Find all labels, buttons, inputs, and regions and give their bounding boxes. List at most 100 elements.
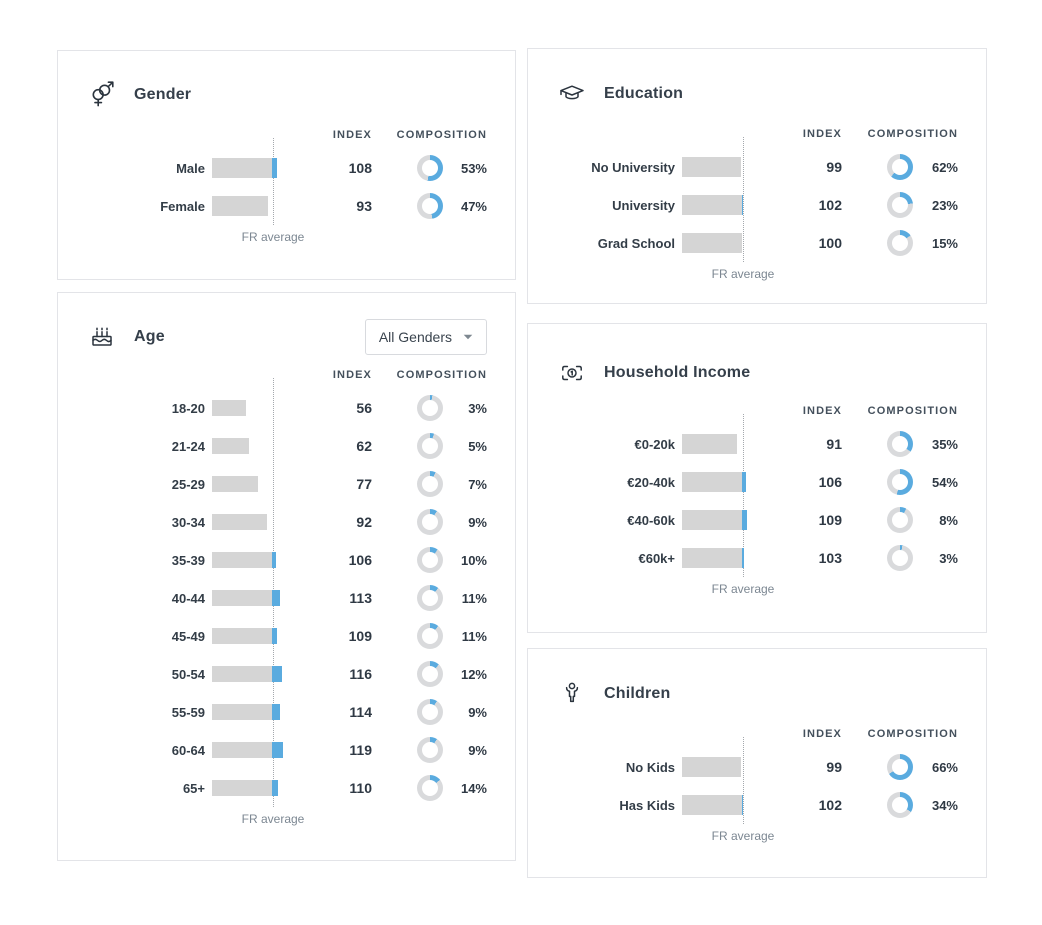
- index-value: 109: [818, 512, 842, 528]
- index-value: 91: [826, 436, 842, 452]
- index-bar: [682, 795, 798, 815]
- composition-cell: 66%: [842, 754, 958, 780]
- index-bar-base: [682, 233, 742, 253]
- composition-value: 34%: [931, 797, 958, 813]
- index-bar-base: [682, 795, 742, 815]
- row-label: €0-20k: [634, 436, 675, 452]
- composition-cell: 3%: [372, 395, 487, 421]
- index-bar-over-average: [742, 195, 744, 215]
- index-bar: [682, 472, 798, 492]
- demographic-row: €40-60k 109 8%: [528, 501, 986, 539]
- composition-donut: [887, 507, 913, 533]
- index-bar: [212, 514, 328, 530]
- index-value: 93: [356, 198, 372, 214]
- composition-cell: 14%: [372, 775, 487, 801]
- composition-cell: 23%: [842, 192, 958, 218]
- composition-donut: [887, 154, 913, 180]
- index-bar: [682, 548, 798, 568]
- index-value: 108: [348, 160, 372, 176]
- composition-cell: 15%: [842, 230, 958, 256]
- composition-donut: [887, 469, 913, 495]
- index-bar: [682, 434, 798, 454]
- card-title: Age: [134, 328, 165, 345]
- demographic-row: University 102 23%: [528, 186, 986, 224]
- index-bar: [212, 552, 328, 568]
- birthday-cake-icon: [88, 323, 116, 351]
- average-label: FR average: [711, 267, 775, 281]
- row-label: 40-44: [171, 590, 205, 606]
- row-label: 18-20: [171, 400, 205, 416]
- index-bar-over-average: [272, 704, 281, 720]
- average-baseline: [743, 414, 744, 577]
- index-bar-base: [212, 704, 272, 720]
- composition-value: 7%: [468, 476, 487, 492]
- rows: €0-20k 91 35% €20-40k 106 54% €40-60k: [528, 414, 986, 577]
- index-bar-over-average: [272, 590, 280, 606]
- composition-column-header: COMPOSITION: [867, 405, 958, 417]
- index-value: 99: [826, 759, 842, 775]
- composition-column-header: COMPOSITION: [867, 728, 958, 740]
- composition-value: 5%: [468, 438, 487, 454]
- index-value: 92: [356, 514, 372, 530]
- index-bar-over-average: [742, 472, 746, 492]
- index-bar-over-average: [272, 666, 282, 682]
- composition-value: 9%: [468, 704, 487, 720]
- demographic-row: €20-40k 106 54%: [528, 463, 986, 501]
- row-label: €60k+: [638, 550, 675, 566]
- card-header: Household Income: [528, 324, 986, 387]
- composition-value: 62%: [931, 159, 958, 175]
- row-label: 65+: [182, 780, 205, 796]
- row-label: 35-39: [171, 552, 205, 568]
- household-income-card: Household Income INDEX COMPOSITION €0-20…: [527, 323, 987, 633]
- index-bar-base: [212, 628, 272, 644]
- age-card: Age All Genders INDEX COMPOSITION 18-20 …: [57, 292, 516, 861]
- gender-filter-dropdown[interactable]: All Genders: [364, 319, 487, 355]
- index-bar: [212, 476, 328, 492]
- rows: No University 99 62% University 102 23% …: [528, 137, 986, 262]
- composition-donut: [417, 471, 443, 497]
- index-bar: [682, 233, 798, 253]
- composition-cell: 10%: [372, 547, 487, 573]
- graduation-cap-icon: [558, 80, 586, 108]
- row-label: Has Kids: [619, 797, 675, 813]
- row-label: Male: [176, 160, 205, 176]
- composition-cell: 8%: [842, 507, 958, 533]
- index-bar-base: [212, 742, 272, 758]
- index-bar-over-average: [272, 780, 278, 796]
- composition-cell: 34%: [842, 792, 958, 818]
- average-label: FR average: [241, 230, 305, 244]
- index-bar-base: [682, 757, 742, 777]
- row-label: €40-60k: [627, 512, 675, 528]
- index-bar-over-average: [272, 628, 278, 644]
- card-title: Household Income: [604, 364, 751, 381]
- composition-value: 47%: [460, 198, 487, 214]
- index-column-header: INDEX: [802, 728, 842, 740]
- index-bar-over-average: [742, 510, 748, 530]
- index-bar-base: [682, 548, 742, 568]
- composition-donut: [417, 509, 443, 535]
- column-headers: INDEX COMPOSITION: [528, 405, 986, 417]
- row-label: 50-54: [171, 666, 205, 682]
- composition-donut: [417, 585, 443, 611]
- index-bar-base: [212, 590, 272, 606]
- column-headers: INDEX COMPOSITION: [528, 128, 986, 140]
- index-bar-base: [212, 666, 272, 682]
- index-value: 102: [818, 797, 842, 813]
- index-column-header: INDEX: [332, 129, 372, 141]
- composition-value: 53%: [460, 160, 487, 176]
- row-label: No Kids: [625, 759, 675, 775]
- row-label: 25-29: [171, 476, 205, 492]
- index-column-header: INDEX: [802, 405, 842, 417]
- rows: 18-20 56 3% 21-24 62 5% 25-29: [58, 378, 515, 807]
- demographic-row: No Kids 99 66%: [528, 748, 986, 786]
- average-baseline: [743, 137, 744, 262]
- composition-cell: 9%: [372, 509, 487, 535]
- demographic-row: 30-34 92 9%: [58, 503, 515, 541]
- index-bar: [212, 628, 328, 644]
- composition-cell: 35%: [842, 431, 958, 457]
- demographic-row: 18-20 56 3%: [58, 389, 515, 427]
- gender-icon: [88, 81, 116, 109]
- composition-column-header: COMPOSITION: [867, 128, 958, 140]
- index-bar: [212, 438, 328, 454]
